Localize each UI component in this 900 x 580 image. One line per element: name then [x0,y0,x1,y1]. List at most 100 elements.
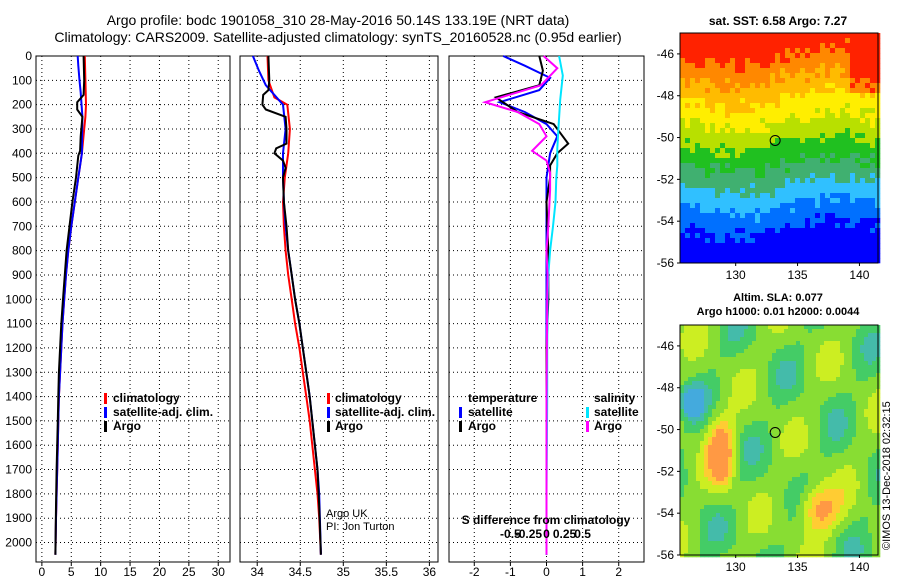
map-cell [800,493,805,498]
map-cell [716,521,721,526]
map-cell [704,525,709,530]
map-cell [840,405,845,410]
map-cell [800,525,805,530]
map-cell [852,369,857,374]
map-cell [860,453,865,458]
map-cell [772,333,777,338]
map-cell [872,441,877,446]
map-cell [744,537,749,542]
map-cell [800,489,805,494]
map-cell [815,258,821,264]
depth-tick-label: 600 [12,195,32,209]
map-cell [704,489,709,494]
map-cell [732,457,737,462]
map-cell [832,517,837,522]
map-cell [725,53,731,59]
map-cell [728,513,733,518]
map-cell [800,148,806,154]
map-cell [820,123,826,129]
map-cell [856,433,861,438]
map-cell [824,533,829,538]
map-cell [852,425,857,430]
map-cell [828,445,833,450]
map-cell [720,545,725,550]
map-cell [715,78,721,84]
map-cell [844,381,849,386]
map-cell [750,108,756,114]
map-cell [840,108,846,114]
map-cell [740,168,746,174]
map-cell [845,178,851,184]
map-cell [724,497,729,502]
map-cell [815,253,821,259]
map-cell [840,433,845,438]
map-cell [720,373,725,378]
map-cell [716,353,721,358]
map-cell [870,163,876,169]
map-cell [844,409,849,414]
map-cell [764,437,769,442]
s-tick-label: -0.25 [515,527,543,541]
map-cell [792,481,797,486]
map-cell [860,98,866,104]
map-cell [832,489,837,494]
map-cell [856,493,861,498]
map-cell [715,233,721,239]
map-cell [830,243,836,249]
map-cell [845,183,851,189]
map-cell [720,43,726,49]
map-cell [808,353,813,358]
map-cell [825,248,831,254]
map-cell [695,138,701,144]
map-cell [850,148,856,154]
map-cell [804,513,809,518]
series-salinity-argo [481,55,559,555]
map-cell [764,377,769,382]
map-cell [835,63,841,69]
map-cell [685,48,691,54]
map-cell [750,258,756,264]
map-cell [684,469,689,474]
map-cell [770,93,776,99]
map-cell [795,113,801,119]
map-cell [872,469,877,474]
map-cell [840,325,845,330]
map-cell [800,437,805,442]
map-cell [844,497,849,502]
map-cell [824,493,829,498]
map-cell [705,178,711,184]
map-cell [808,473,813,478]
map-cell [732,469,737,474]
map-cell [840,377,845,382]
map-cell [860,397,865,402]
map-cell [740,218,746,224]
map-cell [740,148,746,154]
map-cell [715,228,721,234]
lat-tick-label: -56 [657,256,675,270]
map-cell [744,381,749,386]
map-cell [820,393,825,398]
map-cell [736,337,741,342]
map-cell [808,545,813,550]
map-cell [745,168,751,174]
map-cell [696,397,701,402]
map-cell [716,481,721,486]
map-cell [696,341,701,346]
map-cell [800,357,805,362]
map-cell [680,509,685,514]
map-cell [848,385,853,390]
map-cell [760,53,766,59]
map-cell [770,128,776,134]
map-cell [788,385,793,390]
map-cell [865,258,871,264]
map-cell [712,509,717,514]
map-cell [824,381,829,386]
map-cell [860,465,865,470]
map-cell [825,68,831,74]
map-cell [768,457,773,462]
map-cell [852,341,857,346]
map-cell [736,425,741,430]
map-cell [820,465,825,470]
x-tick-label: -1 [505,565,516,579]
map-cell [696,425,701,430]
